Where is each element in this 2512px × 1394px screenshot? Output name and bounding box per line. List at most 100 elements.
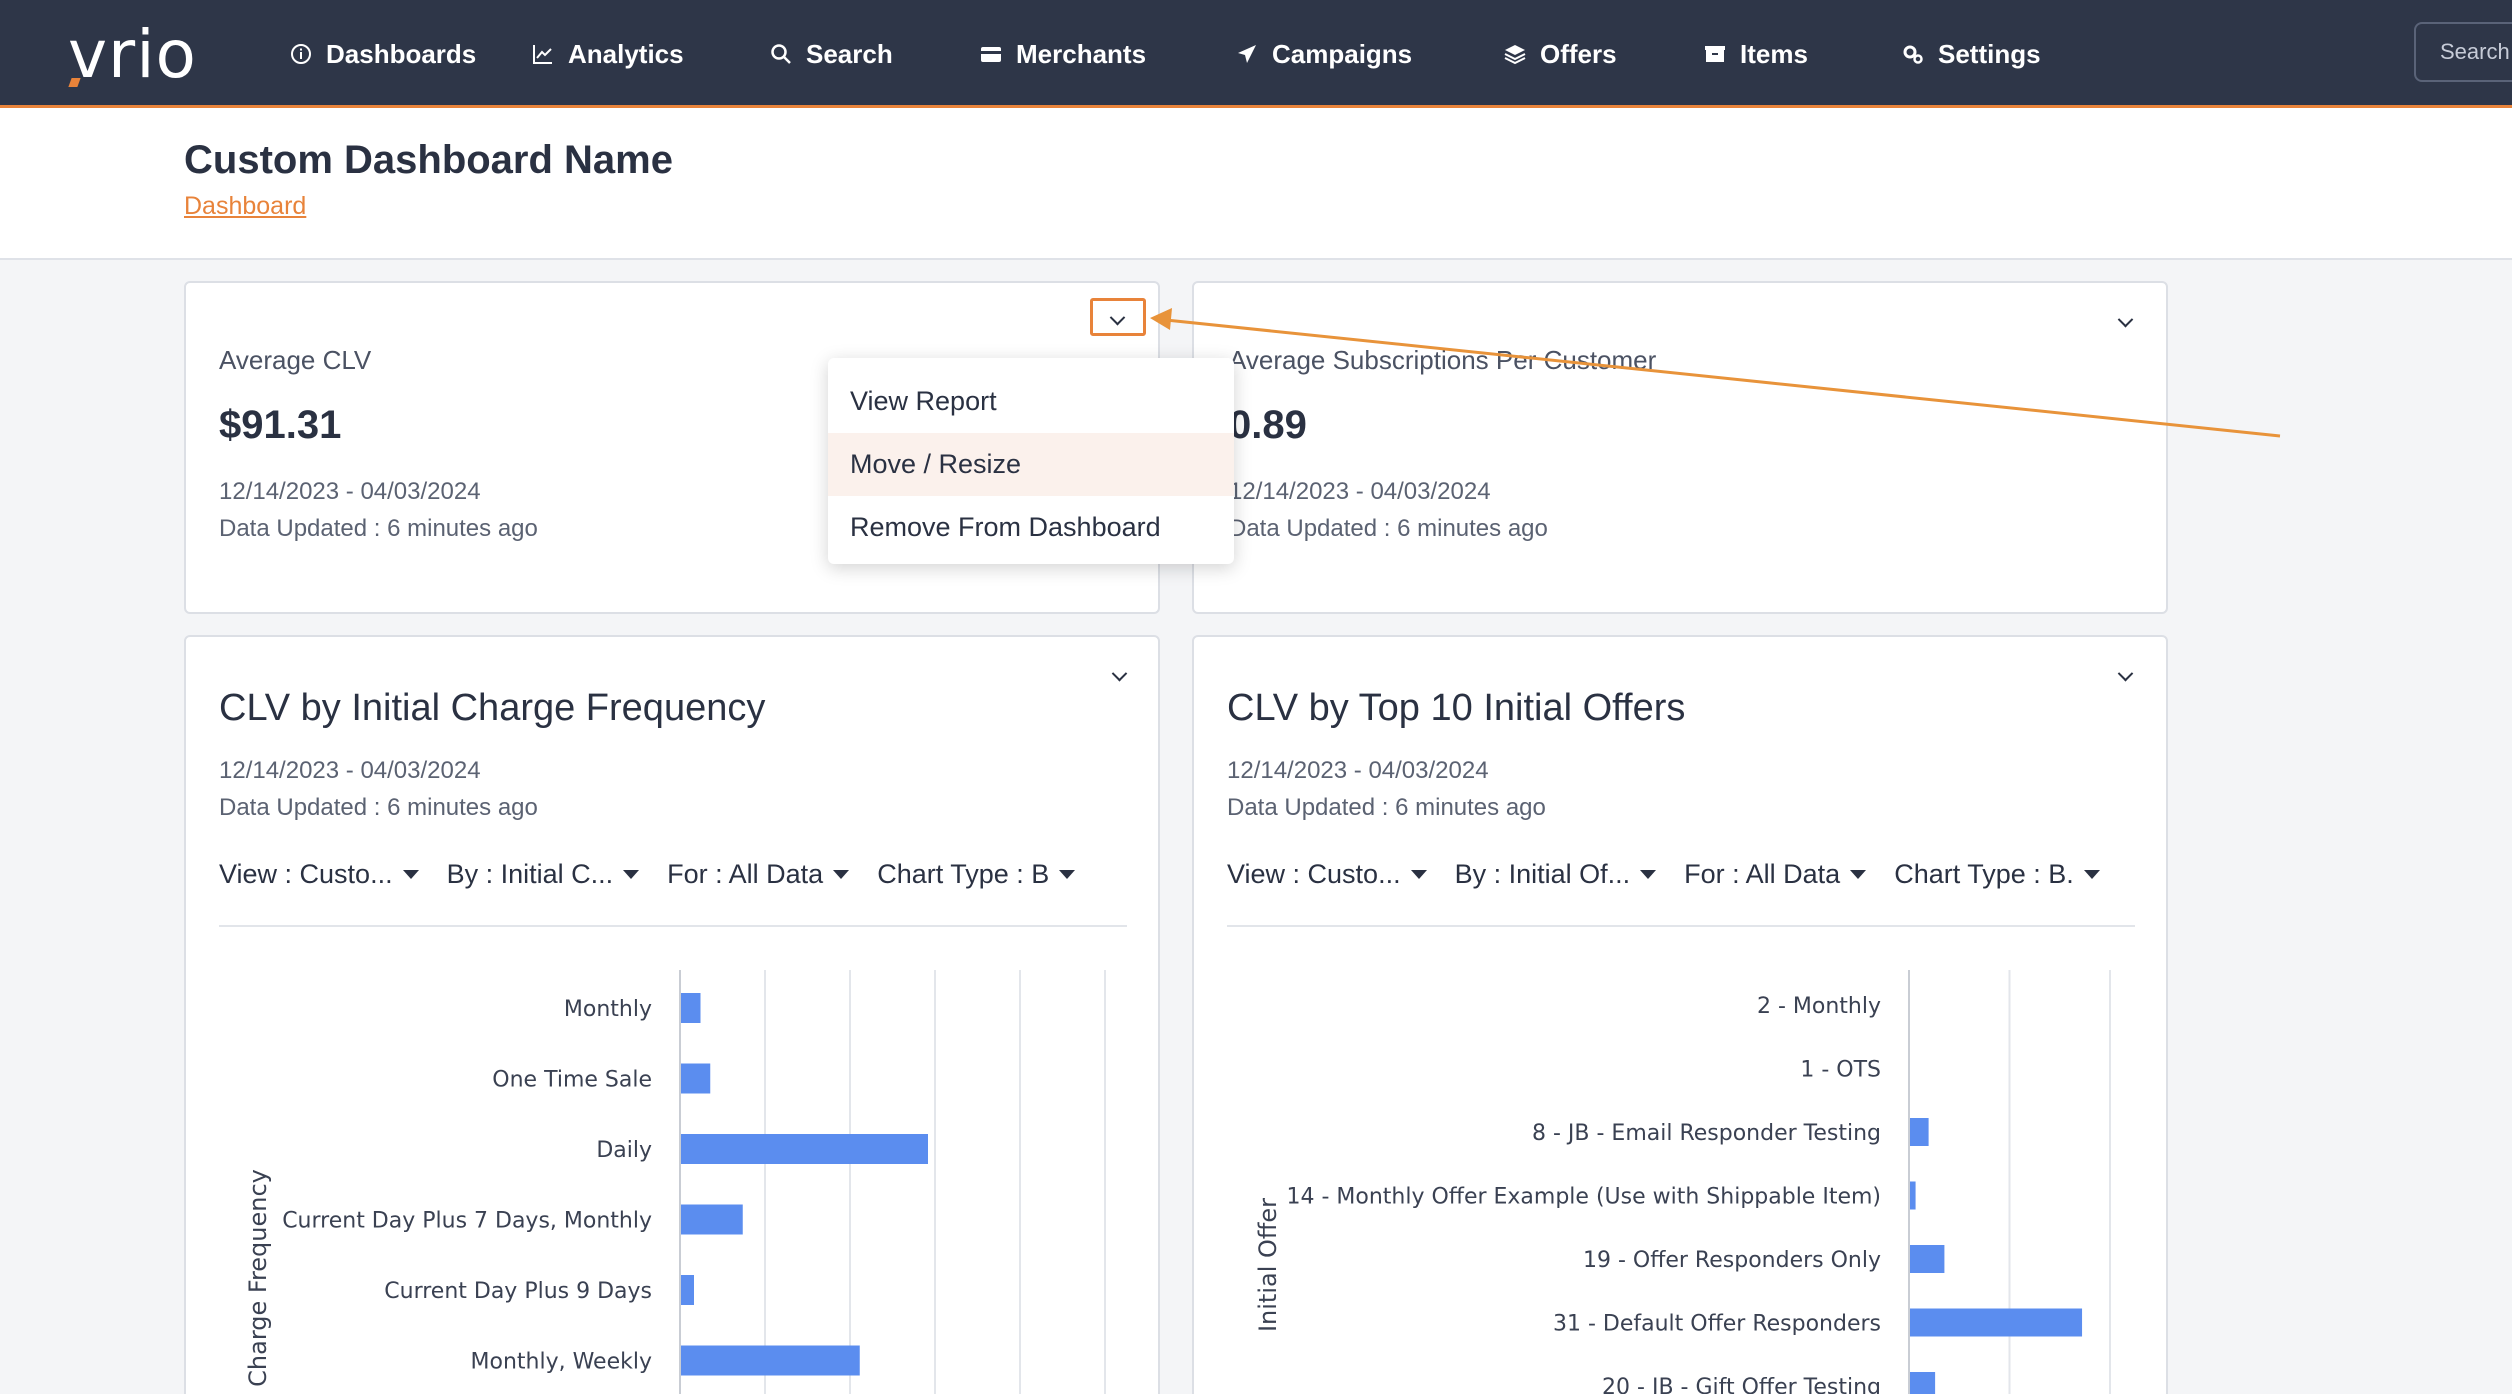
layers-icon xyxy=(1504,45,1526,65)
category-label: Monthly xyxy=(564,997,652,1022)
caret-down-icon xyxy=(402,870,419,879)
vrio-logo[interactable]: vrio xyxy=(68,16,197,93)
clv-offers-updated: Data Updated : 6 minutes ago xyxy=(1227,794,1546,821)
caret-down-icon xyxy=(1640,870,1657,879)
nav-search[interactable]: Search xyxy=(770,36,893,72)
clv-frequency-card: CLV by Initial Charge Frequency 12/14/20… xyxy=(184,635,1160,1394)
nav-items-label: Items xyxy=(1740,38,1808,69)
bar[interactable] xyxy=(1910,1245,1945,1273)
filter-view[interactable]: View : Custo... xyxy=(1227,859,1427,890)
nav-search-label: Search xyxy=(806,38,893,69)
info-circle-icon xyxy=(291,44,311,64)
category-label: Current Day Plus 7 Days, Monthly xyxy=(282,1209,652,1234)
bar[interactable] xyxy=(1910,1308,2083,1337)
average-subscriptions-value: 0.89 xyxy=(1229,403,1307,447)
category-label: 20 - JB - Gift Offer Testing xyxy=(1602,1375,1881,1394)
category-label: Monthly, Weekly xyxy=(471,1350,652,1375)
nav-campaigns[interactable]: Campaigns xyxy=(1236,36,1412,72)
category-label: 2 - Monthly xyxy=(1757,994,1881,1019)
bar[interactable] xyxy=(681,993,701,1023)
line-chart-icon xyxy=(533,45,552,64)
clv-frequency-menu-toggle[interactable] xyxy=(1104,661,1134,691)
caret-down-icon xyxy=(1850,870,1867,879)
filter-for[interactable]: For : All Data xyxy=(1684,859,1867,890)
nav-offers-label: Offers xyxy=(1540,38,1617,69)
global-search-input[interactable]: Search xyxy=(2414,22,2512,82)
menu-item-move-resize[interactable]: Move / Resize xyxy=(828,433,1234,496)
top-navbar: vrio Dashboards Analytics Search Merchan… xyxy=(0,0,2512,108)
nav-campaigns-label: Campaigns xyxy=(1272,38,1413,69)
nav-offers[interactable]: Offers xyxy=(1504,36,1617,72)
page-title: Custom Dashboard Name xyxy=(184,138,673,182)
nav-dashboards-label: Dashboards xyxy=(326,38,477,69)
category-label: 31 - Default Offer Responders xyxy=(1553,1312,1881,1337)
bar[interactable] xyxy=(1910,1181,1916,1210)
nav-analytics-label: Analytics xyxy=(568,38,684,69)
global-search-placeholder: Search xyxy=(2440,39,2510,64)
nav-merchants[interactable]: Merchants xyxy=(980,36,1146,72)
bar[interactable] xyxy=(681,1275,694,1305)
caret-down-icon xyxy=(1410,870,1427,879)
filter-by[interactable]: By : Initial C... xyxy=(447,859,640,890)
category-label: 1 - OTS xyxy=(1800,1058,1881,1083)
chevron-down-icon xyxy=(1111,665,1127,681)
menu-item-remove-from-dashboard[interactable]: Remove From Dashboard xyxy=(850,512,1161,542)
bar[interactable] xyxy=(1910,1372,1936,1394)
bar[interactable] xyxy=(681,1345,860,1376)
nav-dashboards[interactable]: Dashboards xyxy=(290,36,476,72)
filter-view[interactable]: View : Custo... xyxy=(219,859,419,890)
nav-items[interactable]: Items xyxy=(1704,36,1808,72)
card-actions-menu: View Report Move / Resize Remove From Da… xyxy=(828,358,1234,564)
average-subscriptions-card: Average Subscriptions Per Customer 0.89 … xyxy=(1192,281,2168,614)
gears-icon xyxy=(1903,45,1923,64)
category-label: 8 - JB - Email Responder Testing xyxy=(1532,1121,1881,1146)
breadcrumb-dashboard-link[interactable]: Dashboard xyxy=(184,192,307,220)
clv-offers-title: CLV by Top 10 Initial Offers xyxy=(1227,687,1686,729)
caret-down-icon xyxy=(833,870,850,879)
category-label: Daily xyxy=(596,1138,652,1163)
average-subscriptions-date-range: 12/14/2023 - 04/03/2024 xyxy=(1229,478,1491,505)
filter-chart-type[interactable]: Chart Type : B xyxy=(877,859,1076,890)
page-header: Custom Dashboard Name Dashboard xyxy=(0,108,2512,260)
clv-frequency-updated: Data Updated : 6 minutes ago xyxy=(219,794,538,821)
highlight-annotation-box xyxy=(1090,298,1146,336)
box-icon xyxy=(1705,46,1725,62)
filter-by[interactable]: By : Initial Of... xyxy=(1455,859,1657,890)
clv-frequency-date-range: 12/14/2023 - 04/03/2024 xyxy=(219,757,481,784)
y-axis-title: Initial Charge Frequency xyxy=(244,1169,272,1394)
bar[interactable] xyxy=(681,1134,928,1164)
bar[interactable] xyxy=(681,1063,711,1094)
average-subscriptions-updated: Data Updated : 6 minutes ago xyxy=(1229,515,1548,542)
nav-analytics[interactable]: Analytics xyxy=(532,36,684,72)
credit-card-icon xyxy=(981,47,1001,62)
average-clv-label: Average CLV xyxy=(219,345,372,375)
filter-for[interactable]: For : All Data xyxy=(667,859,850,890)
clv-frequency-filters: View : Custo... By : Initial C... For : … xyxy=(219,859,1076,890)
caret-down-icon xyxy=(623,870,640,879)
clv-offers-date-range: 12/14/2023 - 04/03/2024 xyxy=(1227,757,1489,784)
chevron-down-icon xyxy=(2117,665,2133,681)
clv-offers-card: CLV by Top 10 Initial Offers 12/14/2023 … xyxy=(1192,635,2168,1394)
clv-offers-menu-toggle[interactable] xyxy=(2110,661,2140,691)
average-clv-updated: Data Updated : 6 minutes ago xyxy=(219,515,538,542)
nav-settings-label: Settings xyxy=(1938,38,2041,69)
category-label: Current Day Plus 9 Days xyxy=(384,1279,652,1304)
clv-offers-chart: Initial Offer 2 - Monthly 1 - OTS 8 - JB - … xyxy=(1254,970,2111,1394)
paper-plane-icon xyxy=(1238,45,1256,63)
filters-divider xyxy=(219,925,1127,927)
search-icon xyxy=(771,44,791,64)
clv-offers-filters: View : Custo... By : Initial Of... For :… xyxy=(1227,859,2100,890)
clv-frequency-title: CLV by Initial Charge Frequency xyxy=(219,687,766,729)
bar[interactable] xyxy=(681,1204,743,1235)
category-label: 14 - Monthly Offer Example (Use with Shi… xyxy=(1286,1185,1881,1210)
caret-down-icon xyxy=(1059,870,1076,879)
menu-item-view-report[interactable]: View Report xyxy=(850,386,997,416)
filter-chart-type[interactable]: Chart Type : B. xyxy=(1894,859,2100,890)
nav-settings[interactable]: Settings xyxy=(1902,36,2041,72)
average-clv-value: $91.31 xyxy=(219,403,342,447)
bar[interactable] xyxy=(1910,1118,1929,1146)
category-label: 19 - Offer Responders Only xyxy=(1583,1248,1881,1273)
category-label: One Time Sale xyxy=(492,1068,652,1093)
average-clv-date-range: 12/14/2023 - 04/03/2024 xyxy=(219,478,481,505)
